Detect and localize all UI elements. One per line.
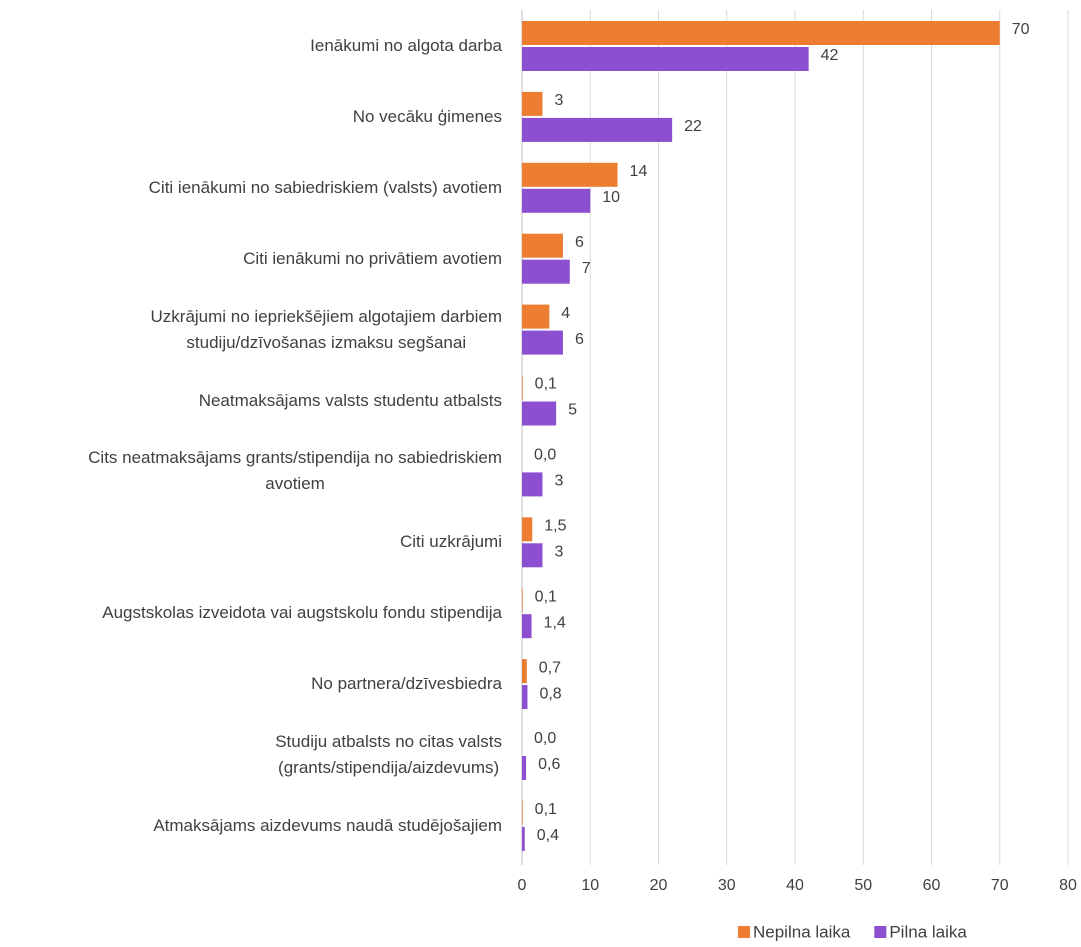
data-label: 4 — [561, 305, 570, 322]
data-label: 14 — [630, 163, 648, 180]
bar — [522, 800, 523, 825]
data-label: 0,1 — [535, 588, 557, 605]
category-label: No partnera/dzīvesbiedra — [311, 674, 502, 694]
x-tick-label: 10 — [581, 877, 599, 894]
bar — [522, 685, 528, 710]
bar — [522, 117, 673, 142]
category-label: Studiju atbalsts no citas valsts (grants… — [275, 732, 502, 777]
data-label: 0,0 — [534, 730, 556, 747]
bar — [522, 543, 543, 568]
bar — [522, 330, 563, 355]
data-label: 5 — [568, 402, 577, 419]
bar — [522, 756, 527, 780]
bar — [522, 91, 543, 116]
data-label: 0,4 — [537, 827, 559, 844]
bar — [522, 304, 550, 329]
x-tick-label: 70 — [991, 877, 1009, 894]
bar — [522, 47, 809, 71]
category-label: No vecāku ģimenes — [352, 106, 502, 126]
legend-swatch — [738, 926, 750, 938]
x-tick-label: 60 — [923, 877, 941, 894]
data-label: 10 — [602, 189, 620, 206]
x-tick-label: 0 — [518, 877, 527, 894]
x-tick-label: 80 — [1059, 877, 1077, 894]
category-label: Atmaksājams aizdevums naudā studējošajie… — [153, 815, 502, 835]
data-label: 0,1 — [535, 801, 557, 818]
bar — [522, 162, 618, 187]
data-label: 0,0 — [534, 447, 556, 464]
data-label: 0,1 — [535, 376, 557, 393]
bar — [522, 21, 1000, 45]
data-label: 6 — [575, 331, 584, 348]
bar — [522, 826, 525, 851]
bar — [522, 614, 532, 639]
data-label: 0,6 — [538, 756, 560, 773]
category-label: Neatmaksājams valsts studentu atbalsts — [198, 390, 502, 410]
data-label: 1,4 — [544, 614, 566, 631]
category-label: Citi ienākumi no privātiem avotiem — [243, 248, 502, 268]
bar — [522, 659, 527, 684]
data-label: 3 — [554, 544, 563, 561]
category-label: Uzkrājumi no iepriekšējiem algotajiem da… — [150, 306, 502, 352]
bar — [522, 517, 533, 542]
data-label: 22 — [684, 118, 702, 135]
x-tick-label: 50 — [854, 877, 872, 894]
legend-label: Nepilna laika — [753, 922, 851, 941]
bar — [522, 188, 591, 213]
category-label: Cits neatmaksājams grants/stipendija no … — [88, 448, 502, 494]
data-label: 6 — [575, 234, 584, 251]
data-label: 0,7 — [539, 659, 561, 676]
x-tick-label: 30 — [718, 877, 736, 894]
category-label: Citi uzkrājumi — [399, 532, 502, 552]
bar — [522, 588, 523, 613]
data-label: 3 — [554, 92, 563, 109]
data-label: 0,8 — [539, 685, 561, 702]
bar — [522, 259, 570, 284]
bar — [522, 233, 563, 258]
data-label: 42 — [821, 47, 839, 64]
bar — [522, 472, 543, 497]
data-label: 1,5 — [544, 518, 566, 535]
x-tick-label: 40 — [786, 877, 804, 894]
category-label: Ienākumi no algota darba — [310, 36, 502, 55]
category-label: Augstskolas izveidota vai augstskolu fon… — [102, 603, 502, 623]
bar — [522, 375, 523, 400]
legend-label: Pilna laika — [889, 922, 967, 941]
legend-swatch — [874, 926, 887, 938]
x-tick-label: 20 — [650, 877, 668, 894]
data-label: 7 — [582, 260, 591, 277]
data-label: 70 — [1012, 21, 1030, 38]
data-label: 3 — [554, 473, 563, 490]
bar — [522, 401, 557, 426]
category-label: Citi ienākumi no sabiedriskiem (valsts) … — [148, 177, 502, 197]
